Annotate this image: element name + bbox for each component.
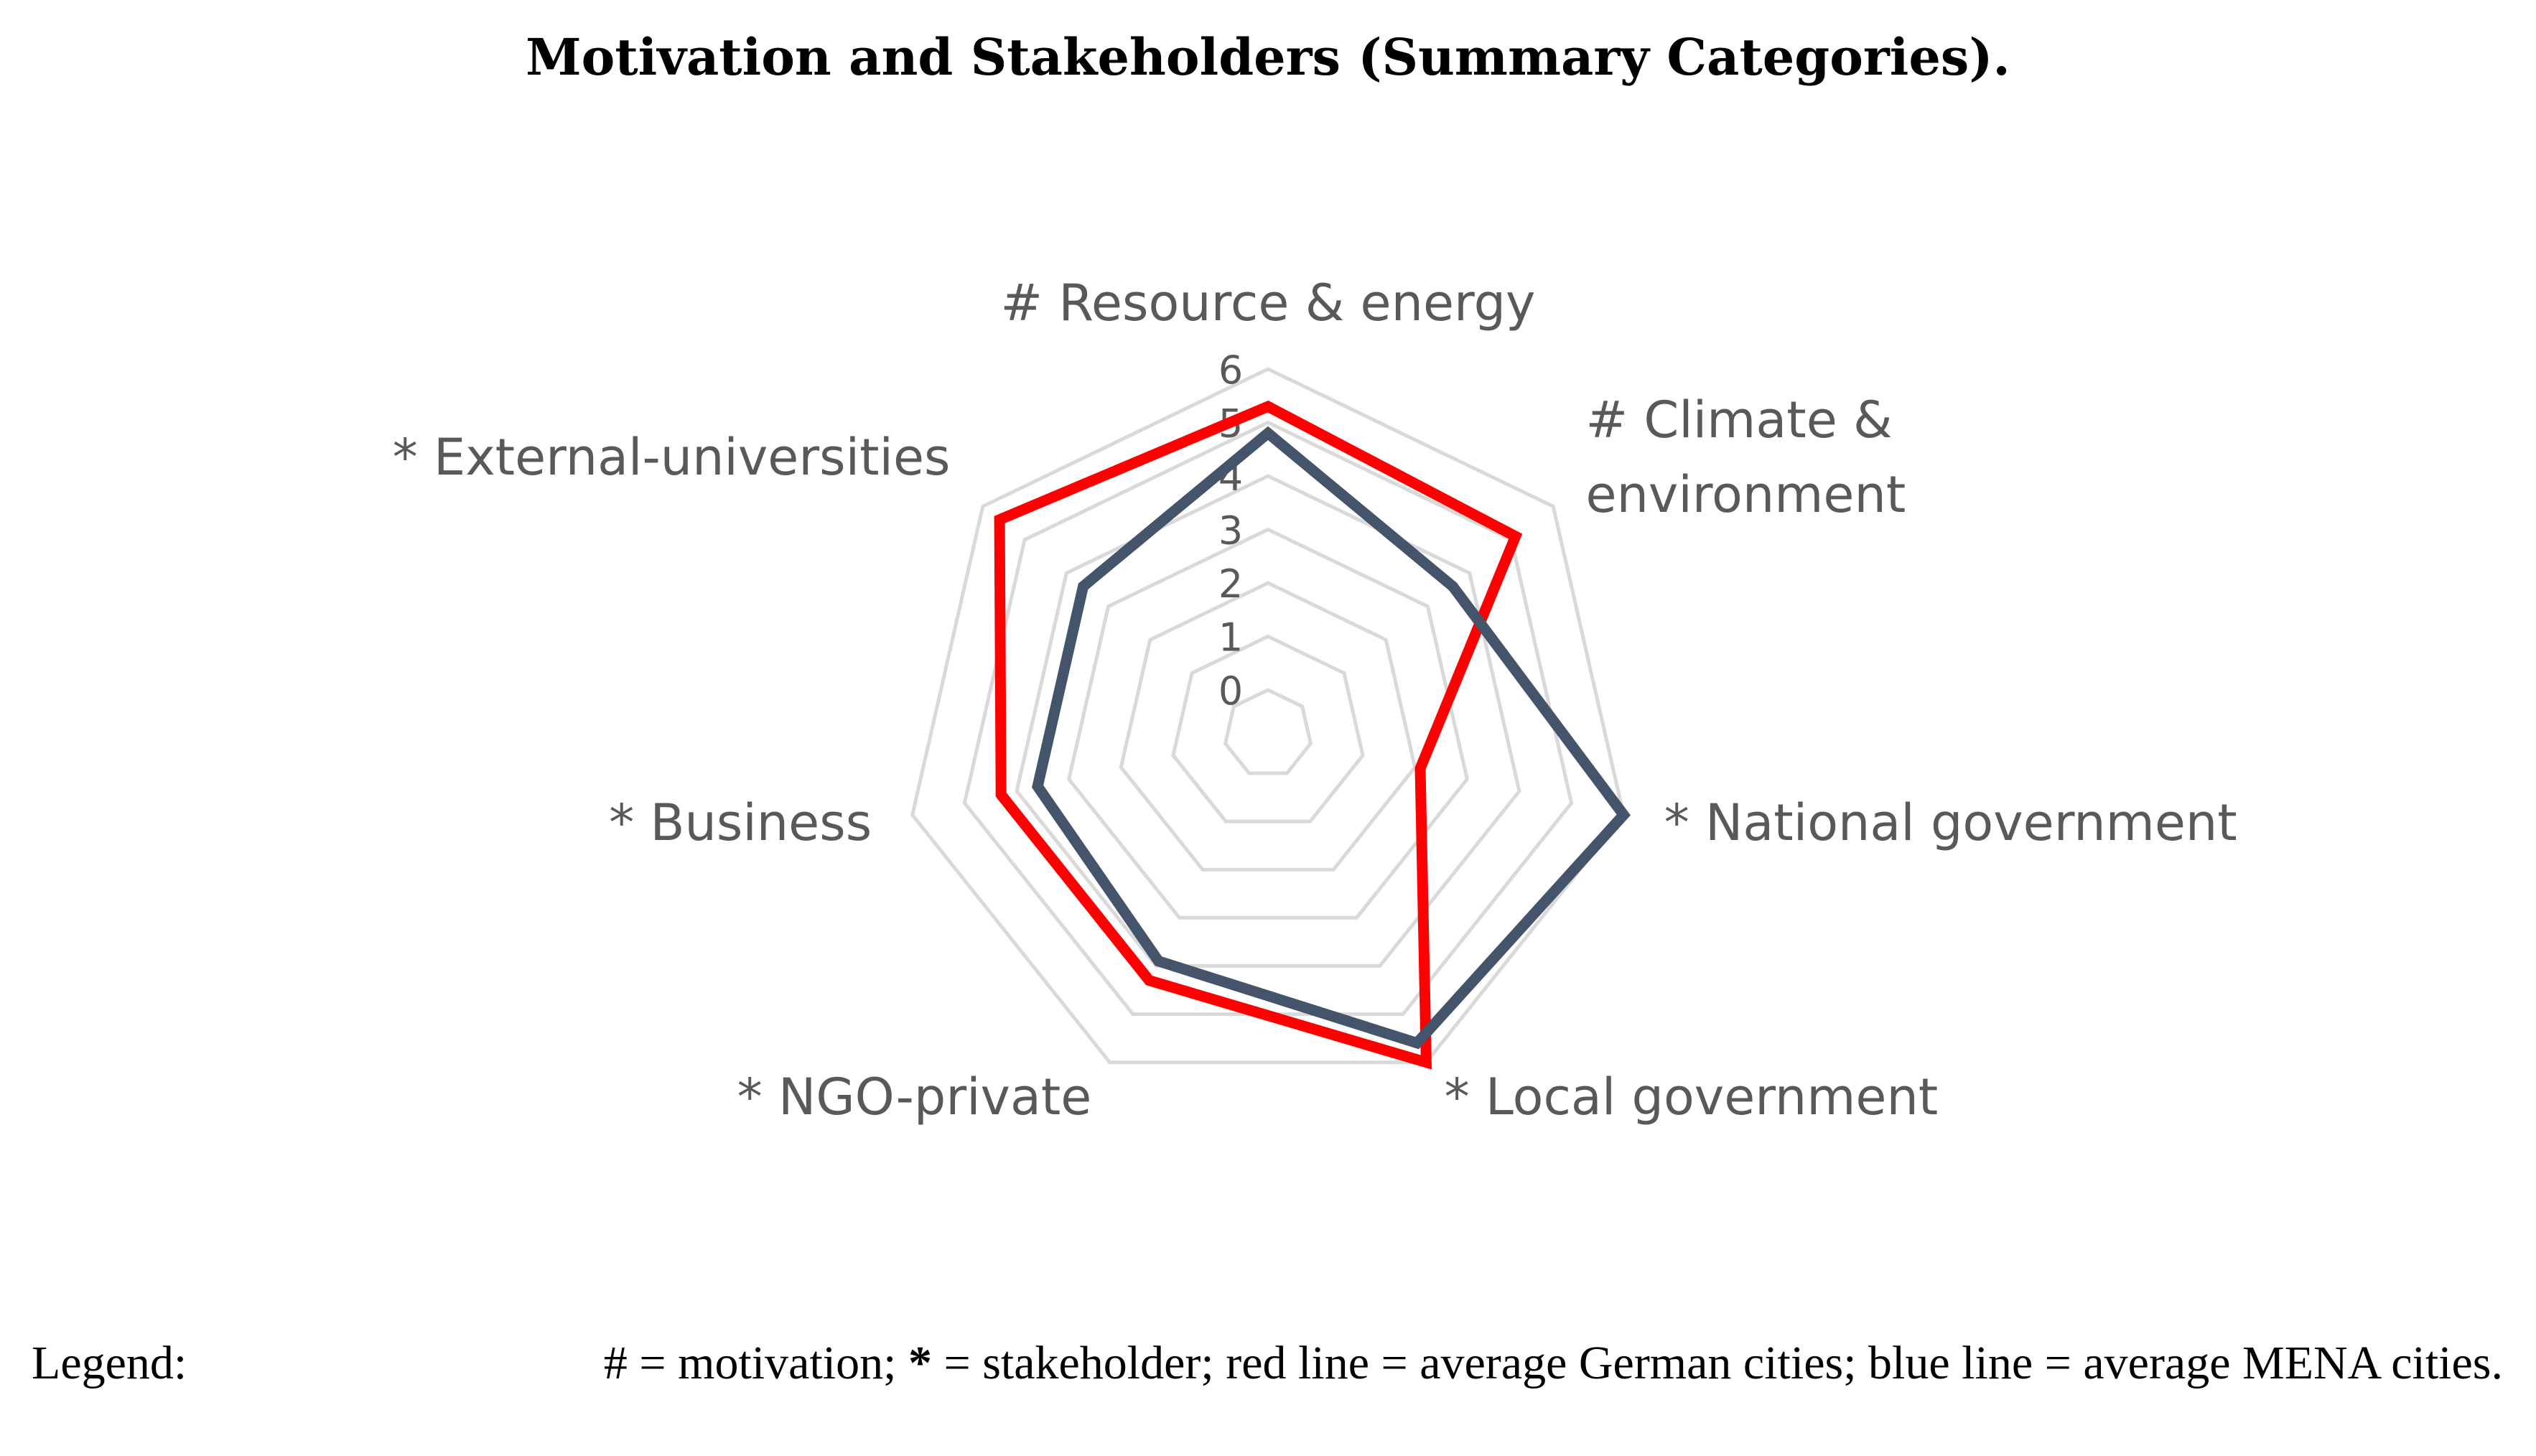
category-labels: # Resource & energy # Climate & environmen…	[393, 274, 2237, 1126]
legend-star: *	[908, 1337, 932, 1389]
grid-ring-0	[1223, 688, 1313, 775]
category-label: * Business	[609, 793, 872, 852]
tick-label: 2	[1218, 561, 1243, 607]
chart-title: Motivation and Stakeholders (Summary Cat…	[526, 27, 2010, 87]
category-label-line: * External-universities	[393, 428, 951, 487]
tick-label: 0	[1218, 668, 1243, 714]
category-label-line: * National government	[1664, 793, 2237, 852]
grid-ring-4	[1015, 474, 1521, 968]
series-line-2	[1032, 426, 1631, 1050]
tick-label: 1	[1218, 615, 1243, 661]
tick-label: 6	[1218, 347, 1243, 393]
grid-ring-6	[910, 367, 1626, 1065]
category-label-line: # Climate &	[1586, 391, 1893, 449]
grid-ring-1	[1171, 634, 1365, 823]
category-label-line: environment	[1586, 465, 1906, 524]
category-label: # Resource & energy	[1001, 274, 1536, 332]
category-label: * Local government	[1445, 1068, 1939, 1126]
legend-text: # = motivation; * = stakeholder; red lin…	[604, 1337, 2503, 1389]
legend-text-part-1: # = motivation;	[604, 1337, 908, 1389]
category-label: * NGO-private	[737, 1068, 1092, 1126]
category-label: * External-universities	[393, 428, 951, 487]
tick-label: 3	[1218, 508, 1243, 554]
radar-series	[994, 400, 1631, 1070]
category-label-line: * NGO-private	[737, 1068, 1092, 1126]
series-line-1	[994, 400, 1523, 1070]
grid-ring-3	[1066, 527, 1470, 920]
legend: Legend: # = motivation; * = stakeholder;…	[32, 1337, 2503, 1389]
legend-text-part-2: = stakeholder; red line = average German…	[932, 1337, 2503, 1389]
category-label-line: * Local government	[1445, 1068, 1939, 1126]
category-label: * National government	[1664, 793, 2237, 852]
category-label-line: * Business	[609, 793, 872, 852]
category-label-line: # Resource & energy	[1001, 274, 1536, 332]
category-label: # Climate & environment	[1586, 391, 1906, 524]
legend-label: Legend:	[32, 1337, 187, 1389]
grid-ring-2	[1119, 581, 1417, 872]
radar-grid	[910, 367, 1626, 1065]
